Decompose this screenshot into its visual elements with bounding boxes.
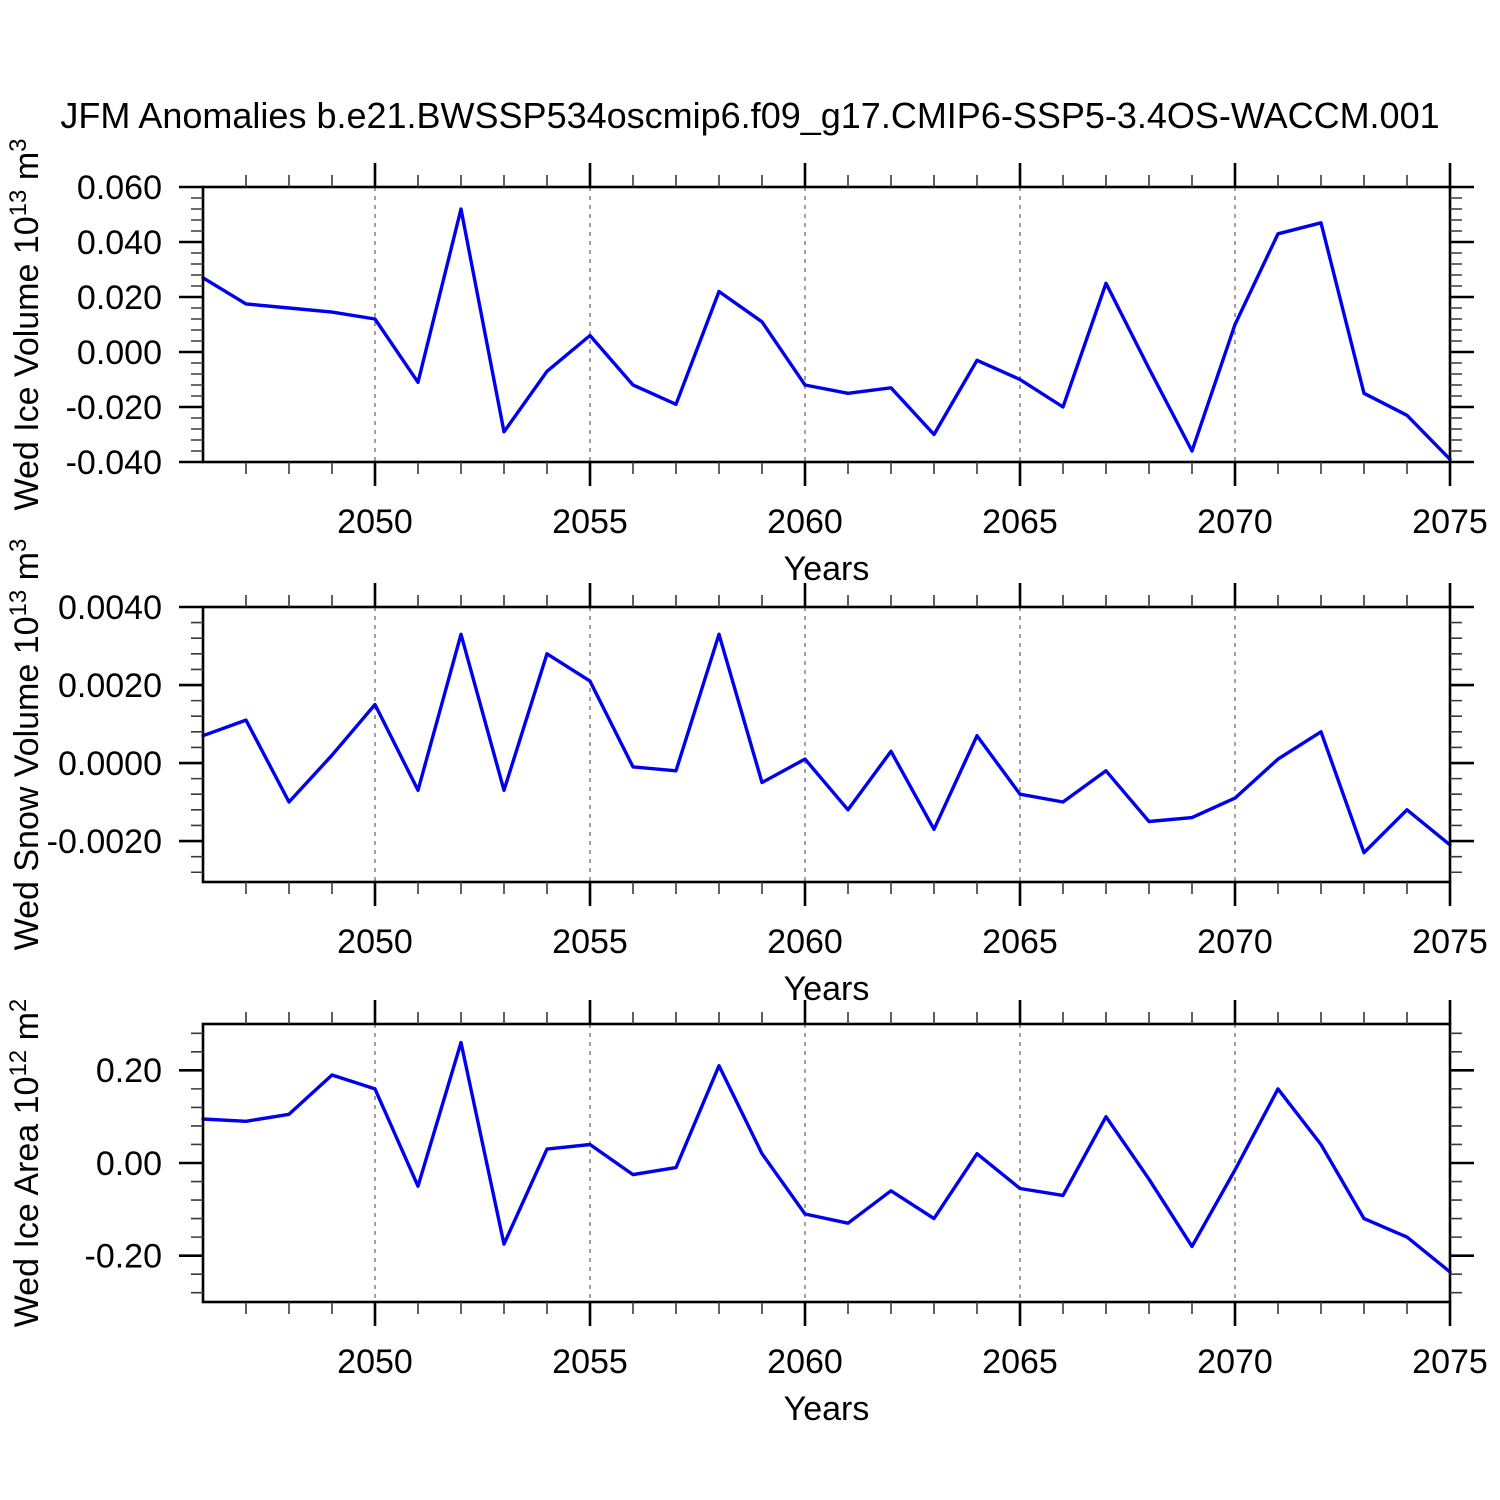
panel-wed-ice-volume: 0.060 0.040 0.020 0.000 -0.020 -0.040 2050 2055…	[5, 138, 1488, 588]
y-tick-label: 0.20	[96, 1052, 162, 1090]
x-tick-label: 2050	[337, 503, 413, 541]
plot-box	[201, 185, 1452, 464]
y-tick-label: 0.00	[96, 1145, 162, 1183]
y-tick-label: 0.0040	[58, 589, 162, 627]
panels-group: 0.060 0.040 0.020 0.000 -0.020 -0.040 2050 2055…	[5, 138, 1488, 1428]
x-tick-label: 2060	[767, 1343, 843, 1381]
minor-ticks	[191, 1012, 1462, 1314]
x-tick-label: 2060	[767, 923, 843, 961]
y-axis-title: Wed Snow Volume 1013 m3	[5, 539, 46, 951]
y-axis-title: Wed Ice Volume 1013 m3	[5, 138, 46, 510]
y-tick-label: -0.040	[66, 444, 162, 482]
y-tick-label: 0.000	[77, 334, 162, 372]
minor-ticks	[191, 175, 1462, 474]
x-axis-title: Years	[784, 1390, 870, 1428]
x-tick-label: 2075	[1412, 503, 1488, 541]
data-line-wed-ice-area	[201, 1040, 1452, 1274]
x-tick-label: 2065	[982, 503, 1058, 541]
major-ticks	[179, 163, 1474, 486]
major-ticks	[179, 583, 1474, 906]
x-tick-label: 2070	[1197, 503, 1273, 541]
plot-box	[201, 1022, 1452, 1304]
x-tick-label: 2070	[1197, 923, 1273, 961]
plot-box	[201, 605, 1452, 884]
y-tick-label: -0.020	[66, 389, 162, 427]
x-tick-label: 2075	[1412, 1343, 1488, 1381]
y-tick-label: -0.0020	[47, 823, 162, 861]
data-line-wed-ice-volume	[201, 207, 1452, 461]
figure-title: JFM Anomalies b.e21.BWSSP534oscmip6.f09_…	[60, 95, 1439, 136]
x-tick-label: 2055	[552, 1343, 628, 1381]
y-tick-label: 0.0000	[58, 745, 162, 783]
y-tick-label: 0.060	[77, 169, 162, 207]
x-tick-label: 2050	[337, 923, 413, 961]
minor-ticks	[191, 595, 1462, 894]
x-tick-label: 2065	[982, 923, 1058, 961]
panel-wed-ice-area: 0.20 0.00 -0.20 2050 2055 2060 2065 2070 2075 Yea…	[5, 999, 1488, 1428]
x-tick-label: 2050	[337, 1343, 413, 1381]
panel-wed-snow-volume: 0.0040 0.0020 0.0000 -0.0020 2050 2055 2060 206…	[5, 539, 1488, 1008]
y-axis-title: Wed Ice Area 1012 m2	[5, 999, 46, 1328]
x-tick-label: 2070	[1197, 1343, 1273, 1381]
x-tick-label: 2065	[982, 1343, 1058, 1381]
data-line-wed-snow-volume	[201, 632, 1452, 855]
x-tick-label: 2075	[1412, 923, 1488, 961]
x-tick-label: 2055	[552, 503, 628, 541]
y-tick-label: 0.040	[77, 224, 162, 262]
y-tick-label: -0.20	[85, 1238, 163, 1276]
x-axis-title: Years	[784, 550, 870, 588]
x-tick-label: 2055	[552, 923, 628, 961]
y-tick-label: 0.020	[77, 279, 162, 317]
x-axis-title: Years	[784, 970, 870, 1008]
y-tick-label: 0.0020	[58, 667, 162, 705]
major-ticks	[179, 1000, 1474, 1326]
x-tick-label: 2060	[767, 503, 843, 541]
